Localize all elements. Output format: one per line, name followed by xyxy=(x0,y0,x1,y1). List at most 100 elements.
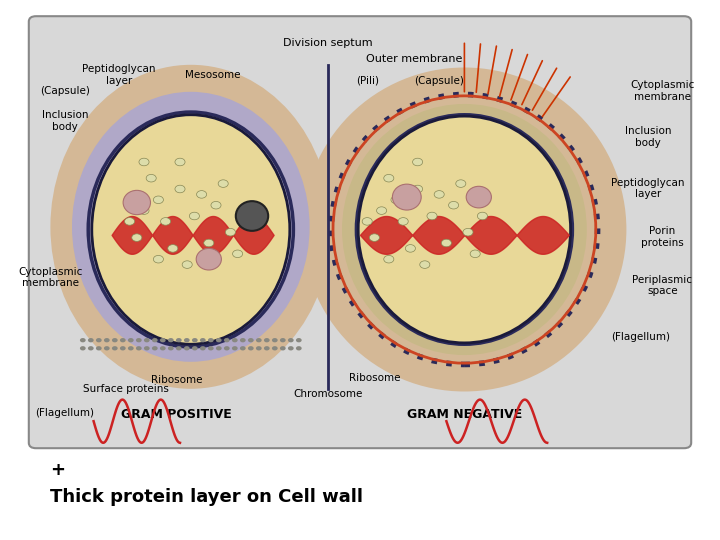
Ellipse shape xyxy=(94,113,288,340)
Circle shape xyxy=(88,338,94,342)
Text: (Flagellum): (Flagellum) xyxy=(35,408,94,418)
Text: (Pili): (Pili) xyxy=(356,76,379,86)
Circle shape xyxy=(218,180,228,187)
Circle shape xyxy=(152,346,158,350)
Ellipse shape xyxy=(236,201,268,231)
Circle shape xyxy=(456,180,466,187)
Circle shape xyxy=(153,255,163,263)
Circle shape xyxy=(427,212,437,220)
Circle shape xyxy=(204,239,214,247)
Text: Chromosome: Chromosome xyxy=(293,389,362,399)
Circle shape xyxy=(175,185,185,193)
Text: (Capsule): (Capsule) xyxy=(40,86,90,97)
Circle shape xyxy=(96,338,102,342)
Circle shape xyxy=(233,250,243,258)
Circle shape xyxy=(176,346,181,350)
Text: Ribosome: Ribosome xyxy=(150,375,202,386)
Circle shape xyxy=(168,338,174,342)
Ellipse shape xyxy=(196,248,222,270)
Circle shape xyxy=(139,207,149,214)
Circle shape xyxy=(280,346,286,350)
Circle shape xyxy=(398,218,408,225)
Circle shape xyxy=(128,346,134,350)
Circle shape xyxy=(200,338,206,342)
Circle shape xyxy=(125,218,135,225)
Ellipse shape xyxy=(72,92,310,362)
Text: Surface proteins: Surface proteins xyxy=(83,383,169,394)
Ellipse shape xyxy=(123,190,150,214)
Ellipse shape xyxy=(392,184,421,210)
Circle shape xyxy=(362,218,372,225)
Ellipse shape xyxy=(302,68,626,392)
Text: (Capsule): (Capsule) xyxy=(414,76,464,86)
Text: Peptidoglycan
layer: Peptidoglycan layer xyxy=(611,178,685,199)
Circle shape xyxy=(80,346,86,350)
Circle shape xyxy=(225,228,235,236)
Circle shape xyxy=(146,174,156,182)
Circle shape xyxy=(405,245,415,252)
Circle shape xyxy=(384,255,394,263)
Circle shape xyxy=(182,261,192,268)
Circle shape xyxy=(160,338,166,342)
Circle shape xyxy=(224,338,230,342)
Circle shape xyxy=(153,196,163,204)
Text: Cytoplasmic
membrane: Cytoplasmic membrane xyxy=(18,267,83,288)
Circle shape xyxy=(272,338,278,342)
Text: Porin
proteins: Porin proteins xyxy=(641,226,684,248)
Circle shape xyxy=(96,346,102,350)
Circle shape xyxy=(104,346,109,350)
Circle shape xyxy=(288,338,294,342)
Circle shape xyxy=(441,239,451,247)
Circle shape xyxy=(192,346,198,350)
Circle shape xyxy=(264,338,270,342)
Circle shape xyxy=(189,212,199,220)
Circle shape xyxy=(256,346,261,350)
Text: GRAM NEGATIVE: GRAM NEGATIVE xyxy=(407,408,522,422)
Ellipse shape xyxy=(50,65,331,389)
Text: GRAM POSITIVE: GRAM POSITIVE xyxy=(121,408,232,422)
Circle shape xyxy=(248,338,253,342)
Circle shape xyxy=(160,346,166,350)
Circle shape xyxy=(216,346,222,350)
Text: Mesosome: Mesosome xyxy=(184,70,240,80)
Circle shape xyxy=(240,346,246,350)
Circle shape xyxy=(232,346,238,350)
Circle shape xyxy=(391,196,401,204)
Text: Thick protein layer on Cell wall: Thick protein layer on Cell wall xyxy=(50,488,364,506)
Circle shape xyxy=(272,346,278,350)
Circle shape xyxy=(240,338,246,342)
Circle shape xyxy=(463,228,473,236)
Circle shape xyxy=(136,346,142,350)
Circle shape xyxy=(192,338,198,342)
Circle shape xyxy=(296,338,302,342)
Circle shape xyxy=(211,201,221,209)
Ellipse shape xyxy=(467,186,492,208)
Text: Cytoplasmic
membrane: Cytoplasmic membrane xyxy=(630,80,695,102)
Circle shape xyxy=(420,261,430,268)
Circle shape xyxy=(232,338,238,342)
Text: Division septum: Division septum xyxy=(283,38,372,48)
Circle shape xyxy=(161,218,171,225)
Circle shape xyxy=(144,338,150,342)
Circle shape xyxy=(139,158,149,166)
Circle shape xyxy=(264,346,270,350)
Circle shape xyxy=(80,338,86,342)
FancyBboxPatch shape xyxy=(29,16,691,448)
Circle shape xyxy=(208,338,214,342)
Circle shape xyxy=(413,158,423,166)
Circle shape xyxy=(288,346,294,350)
Circle shape xyxy=(224,346,230,350)
Circle shape xyxy=(136,338,142,342)
Circle shape xyxy=(449,201,459,209)
Circle shape xyxy=(208,346,214,350)
Text: (Flagellum): (Flagellum) xyxy=(611,332,670,342)
Circle shape xyxy=(132,234,142,241)
Circle shape xyxy=(88,346,94,350)
Circle shape xyxy=(120,346,126,350)
Text: Ribosome: Ribosome xyxy=(348,373,400,383)
Circle shape xyxy=(377,207,387,214)
Circle shape xyxy=(477,212,487,220)
Text: Periplasmic
space: Periplasmic space xyxy=(632,275,693,296)
Text: +: + xyxy=(50,461,66,479)
Circle shape xyxy=(216,338,222,342)
